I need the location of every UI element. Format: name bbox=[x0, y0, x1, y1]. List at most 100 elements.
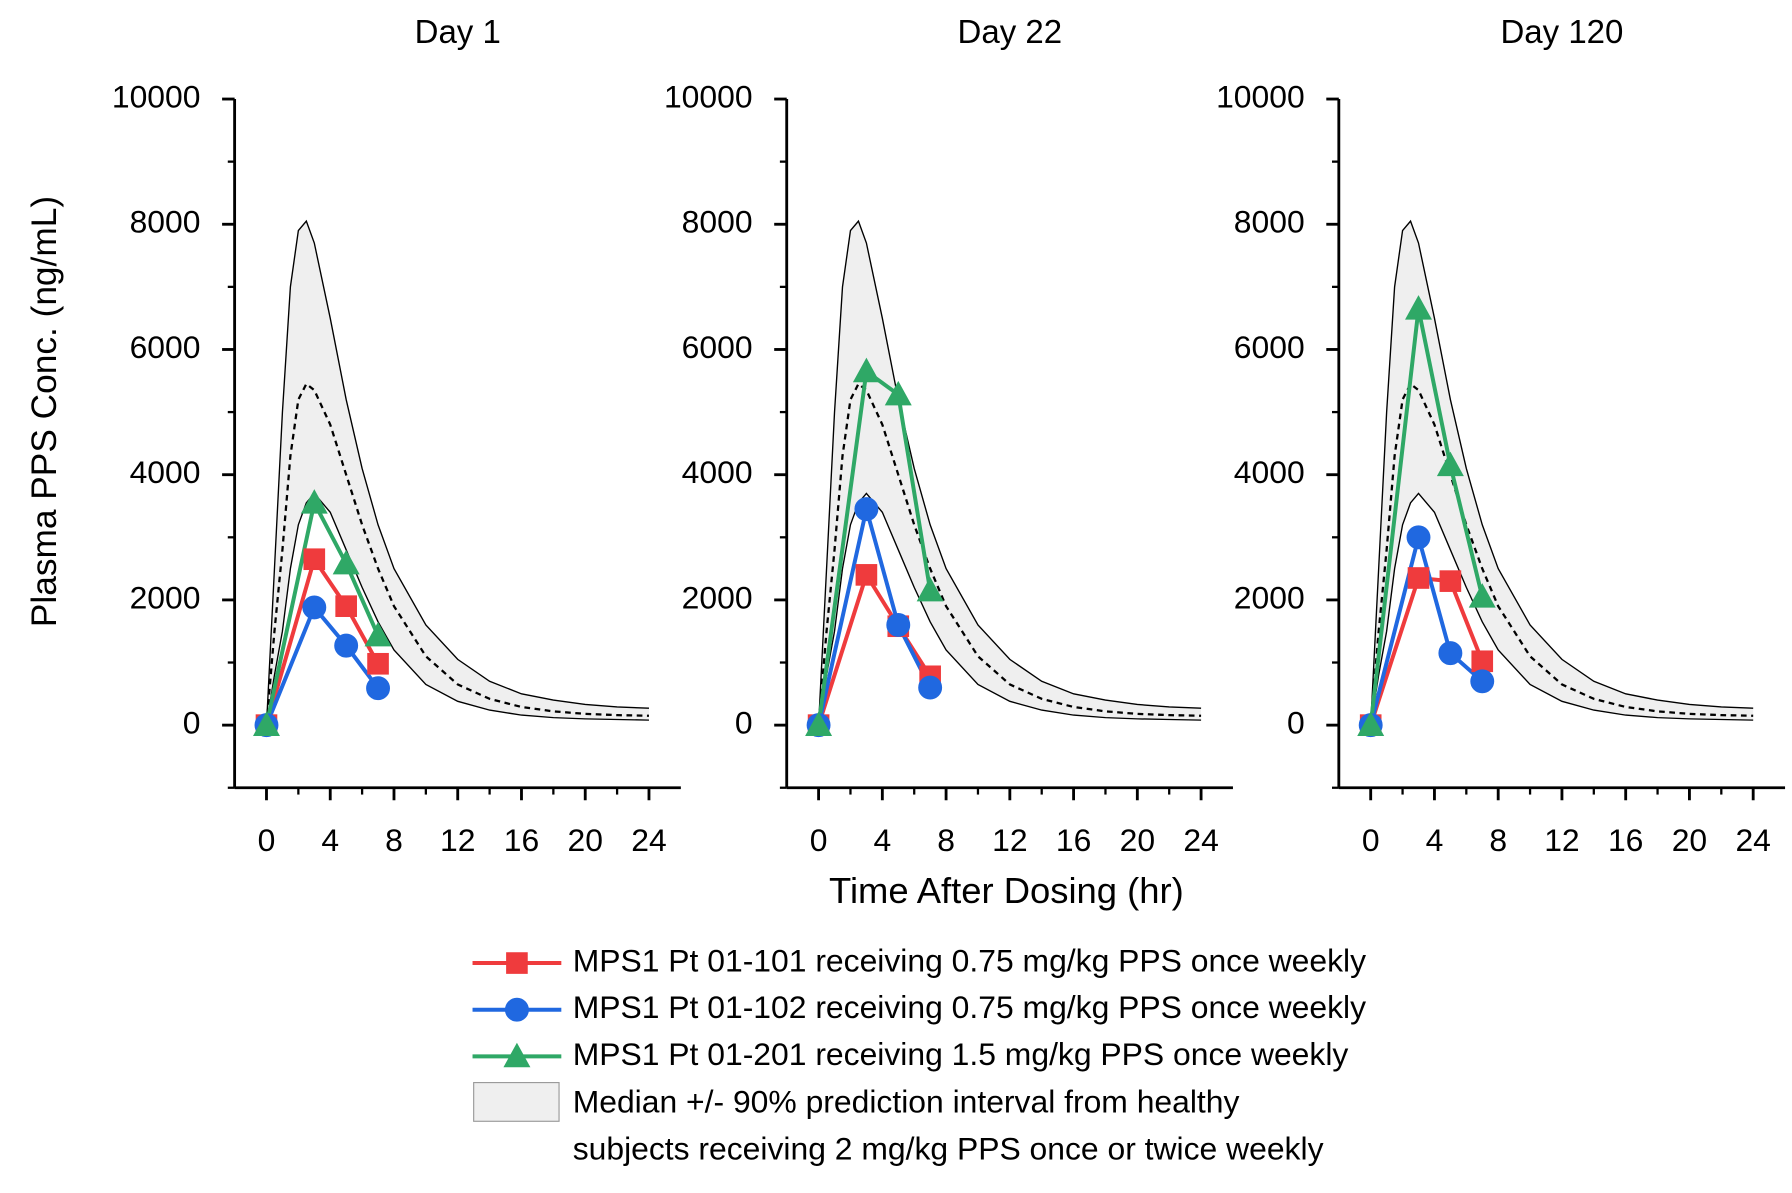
band-median bbox=[817, 382, 1202, 726]
y-tick-label: 8000 bbox=[1234, 204, 1305, 240]
legend-label: MPS1 Pt 01-201 receiving 1.5 mg/kg PPS o… bbox=[573, 1036, 1349, 1072]
legend-label: MPS1 Pt 01-102 receiving 0.75 mg/kg PPS … bbox=[573, 989, 1366, 1025]
band-upper bbox=[265, 219, 650, 726]
legend-label: MPS1 Pt 01-101 receiving 0.75 mg/kg PPS … bbox=[573, 942, 1366, 978]
prediction-band bbox=[266, 221, 649, 726]
marker-triangle bbox=[805, 711, 833, 736]
y-tick-label: 6000 bbox=[682, 329, 753, 365]
x-tick-label: 20 bbox=[1120, 822, 1155, 858]
x-tick-label: 20 bbox=[568, 822, 603, 858]
x-tick-label: 12 bbox=[992, 822, 1027, 858]
marker-triangle bbox=[916, 576, 944, 602]
marker-square bbox=[1439, 570, 1462, 592]
y-tick-label: 2000 bbox=[682, 579, 753, 615]
legend-label: subjects receiving 2 mg/kg PPS once or t… bbox=[573, 1130, 1324, 1166]
marker-circle bbox=[854, 497, 879, 522]
legend-label: Median +/- 90% prediction interval from … bbox=[573, 1084, 1240, 1120]
marker-square bbox=[303, 548, 326, 571]
marker-triangle bbox=[253, 711, 280, 736]
marker-circle bbox=[1438, 641, 1463, 666]
band-upper bbox=[817, 219, 1202, 726]
y-tick-label: 8000 bbox=[130, 204, 201, 240]
marker-square bbox=[855, 564, 878, 586]
marker-triangle bbox=[852, 357, 880, 383]
series-line bbox=[816, 570, 932, 726]
x-tick-label: 24 bbox=[1183, 822, 1218, 858]
legend-band-swatch bbox=[473, 1082, 560, 1122]
band-lower bbox=[817, 492, 1202, 726]
prediction-band bbox=[1370, 221, 1754, 726]
marker-triangle bbox=[300, 489, 328, 514]
series-line bbox=[1368, 308, 1485, 726]
y-tick-label: 10000 bbox=[664, 78, 753, 114]
x-tick-label: 8 bbox=[937, 822, 955, 858]
marker-square bbox=[506, 952, 528, 974]
band-median bbox=[1369, 382, 1754, 726]
x-tick-label: 0 bbox=[810, 822, 828, 858]
y-tick-label: 0 bbox=[183, 705, 201, 741]
y-tick-label: 0 bbox=[735, 705, 753, 741]
x-axis-label: Time After Dosing (hr) bbox=[829, 870, 1184, 911]
series-line bbox=[264, 603, 380, 726]
x-tick-label: 12 bbox=[1544, 822, 1579, 858]
band-lower bbox=[265, 492, 649, 726]
marker-square bbox=[367, 652, 389, 675]
marker-circle bbox=[504, 997, 529, 1022]
x-tick-label: 8 bbox=[385, 822, 403, 858]
y-tick-label: 8000 bbox=[682, 204, 753, 240]
band-median bbox=[265, 382, 649, 726]
y-tick-label: 4000 bbox=[1234, 454, 1305, 490]
marker-square bbox=[1407, 567, 1430, 589]
marker-triangle bbox=[332, 549, 360, 575]
panel-title: Day 22 bbox=[958, 13, 1063, 50]
x-tick-label: 16 bbox=[1056, 822, 1091, 858]
series-line bbox=[1368, 529, 1484, 726]
y-tick-label: 2000 bbox=[130, 579, 201, 615]
marker-square bbox=[335, 595, 357, 617]
x-tick-label: 0 bbox=[1362, 822, 1380, 858]
y-tick-label: 6000 bbox=[1234, 329, 1305, 365]
series-line bbox=[264, 497, 380, 726]
y-tick-label: 4000 bbox=[130, 454, 201, 490]
panel-title: Day 120 bbox=[1500, 13, 1623, 50]
x-tick-label: 4 bbox=[873, 822, 891, 858]
prediction-band bbox=[818, 221, 1202, 726]
panel-title: Day 1 bbox=[415, 13, 501, 50]
y-tick-label: 10000 bbox=[112, 78, 201, 114]
marker-circle bbox=[886, 613, 911, 637]
marker-square bbox=[1471, 650, 1494, 673]
x-tick-label: 24 bbox=[1735, 822, 1770, 858]
y-axis-label: Plasma PPS Conc. (ng/mL) bbox=[25, 196, 64, 627]
series-line bbox=[264, 554, 380, 726]
y-tick-label: 6000 bbox=[130, 329, 201, 365]
marker-triangle bbox=[1405, 295, 1432, 320]
marker-circle bbox=[1470, 669, 1495, 694]
marker-triangle bbox=[364, 621, 392, 647]
band-upper bbox=[1370, 219, 1754, 726]
y-tick-label: 2000 bbox=[1234, 579, 1305, 615]
x-tick-label: 8 bbox=[1489, 822, 1507, 858]
y-tick-label: 4000 bbox=[682, 454, 753, 490]
marker-triangle bbox=[1357, 711, 1385, 736]
x-tick-label: 24 bbox=[631, 822, 666, 858]
x-tick-label: 12 bbox=[440, 822, 475, 858]
marker-circle bbox=[366, 676, 390, 701]
marker-triangle bbox=[884, 380, 912, 406]
x-tick-label: 4 bbox=[1426, 822, 1444, 858]
marker-triangle bbox=[503, 1042, 531, 1068]
marker-circle bbox=[334, 633, 359, 658]
series-line bbox=[1368, 575, 1485, 726]
y-tick-label: 0 bbox=[1287, 705, 1305, 741]
x-tick-label: 20 bbox=[1672, 822, 1707, 858]
marker-circle bbox=[302, 595, 327, 620]
series-line bbox=[816, 508, 932, 726]
marker-circle bbox=[1406, 525, 1431, 550]
marker-triangle bbox=[1468, 583, 1496, 608]
x-tick-label: 0 bbox=[258, 822, 276, 858]
marker-triangle bbox=[1436, 451, 1464, 477]
series-line bbox=[816, 367, 933, 726]
x-tick-label: 16 bbox=[1608, 822, 1643, 858]
x-tick-label: 4 bbox=[321, 822, 339, 858]
marker-circle bbox=[918, 675, 943, 700]
